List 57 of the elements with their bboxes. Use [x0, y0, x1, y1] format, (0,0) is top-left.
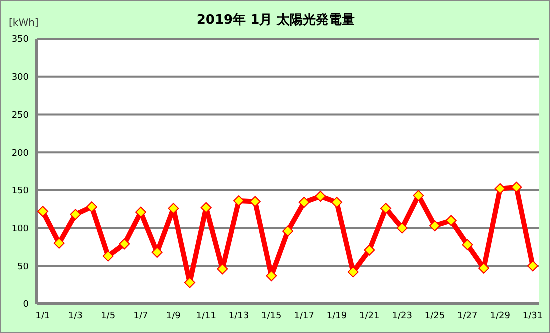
x-tick-label: 1/17 — [294, 311, 314, 322]
y-tick-label: 50 — [18, 262, 30, 272]
x-tick-label: 1/3 — [68, 311, 83, 322]
y-tick-label: 350 — [12, 35, 30, 46]
point — [315, 190, 326, 202]
point — [528, 260, 538, 272]
point — [217, 264, 228, 275]
x-tick-label: 1/9 — [166, 311, 182, 322]
x-tick-label: 1/13 — [228, 311, 250, 322]
point — [250, 196, 261, 208]
point — [478, 262, 490, 274]
point — [364, 244, 376, 256]
point — [184, 277, 196, 288]
point — [119, 238, 130, 250]
point — [380, 203, 392, 214]
point — [511, 182, 522, 193]
x-tick-label: 1/19 — [326, 311, 348, 322]
point — [168, 203, 180, 214]
point — [413, 190, 424, 202]
y-tick-label: 0 — [23, 300, 30, 310]
point — [396, 222, 408, 234]
point — [54, 238, 65, 249]
point — [38, 206, 48, 218]
point — [462, 239, 474, 250]
x-tick-label: 1/23 — [392, 311, 412, 322]
point — [446, 215, 457, 226]
x-tick-label: 1/31 — [522, 311, 544, 322]
y-tick-label: 100 — [12, 224, 30, 234]
point — [430, 220, 440, 232]
x-tick-label: 1/7 — [134, 311, 148, 322]
point — [152, 247, 163, 258]
x-tick-label: 1/25 — [424, 311, 446, 322]
chart-title: 2019年 1月 太陽光発電量 — [196, 13, 356, 28]
point — [102, 250, 114, 262]
point — [234, 196, 244, 207]
x-tick-label: 1/29 — [490, 311, 511, 322]
point — [298, 197, 310, 208]
point — [494, 183, 506, 194]
x-tick-label: 1/1 — [36, 311, 50, 322]
point — [136, 206, 146, 218]
x-tick-label: 1/27 — [458, 311, 478, 322]
y-tick-label: 150 — [12, 186, 30, 197]
x-tick-label: 1/5 — [101, 311, 116, 322]
y-tick-label: 250 — [12, 110, 30, 121]
x-tick-label: 1/15 — [262, 311, 282, 322]
point — [70, 209, 82, 220]
point — [332, 197, 342, 208]
point — [282, 226, 294, 237]
point — [266, 270, 278, 282]
y-tick-label: 300 — [12, 73, 30, 84]
point — [200, 202, 212, 214]
y-tick-label: 200 — [12, 148, 30, 159]
point — [86, 202, 98, 213]
point — [348, 266, 359, 278]
x-tick-label: 1/21 — [360, 311, 380, 322]
x-tick-label: 1/11 — [196, 311, 216, 322]
y-axis-title: [kWh] — [9, 18, 39, 29]
